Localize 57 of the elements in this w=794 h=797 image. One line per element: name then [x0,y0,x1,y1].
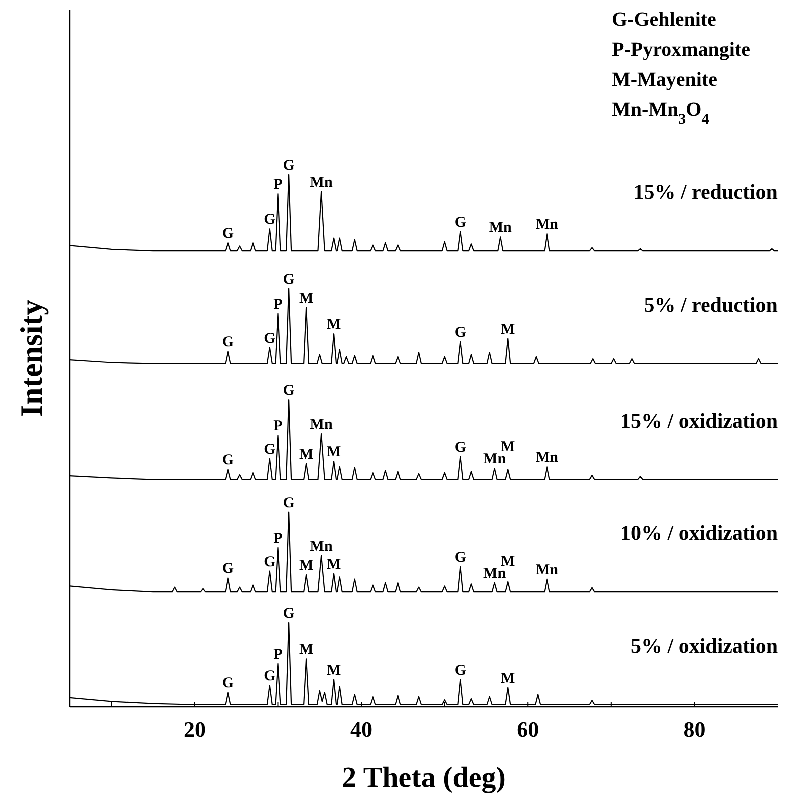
annotation: M [501,670,516,687]
annotation: G [264,668,276,685]
annotation: P [274,530,283,547]
annotation: G [222,561,234,578]
annotation: P [274,296,283,313]
annotation: G [222,676,234,692]
annotation: M [299,558,314,574]
annotation: G [264,212,276,228]
annotation: Mn [310,417,334,434]
annotation: P [274,177,283,194]
annotation: G [264,554,276,570]
text: 5% / reduction [644,292,778,317]
annotation: G [283,158,296,174]
annotation: M [299,446,314,463]
annotation: G [283,606,296,622]
x-tick-label: 40 [350,717,373,742]
text: P-Pyroxmangite [612,39,751,61]
annotation: M [326,317,342,334]
text: 5% / oxidization [630,634,778,658]
text: 10% / oxidization [620,521,778,546]
annotation: G [283,383,296,399]
annotation: G [222,334,234,351]
annotation: M [326,444,342,461]
annotation: P [274,418,283,435]
annotation: G [454,550,467,566]
annotation: Mn [310,174,334,191]
annotation: M [501,322,516,338]
annotation: G [264,330,276,347]
x-tick-label: 60 [517,717,540,742]
text: 15% / reduction [634,180,778,204]
text: G-Gehlenite [612,9,717,31]
annotation: Mn [489,220,513,236]
annotation: M [326,556,342,573]
annotation: Mn [310,538,334,555]
annotation: M [326,662,342,679]
annotation: G [283,272,296,288]
annotation: G [454,662,467,679]
text: Mn-Mn$_{3}$O$_{4}$ [612,99,710,128]
annotation: P [274,646,283,663]
annotation: G [222,226,234,242]
x-tick-label: 80 [684,717,706,742]
y-axis-title: Intensity [14,299,49,418]
annotation: Mn [536,562,560,578]
annotation: G [454,214,467,231]
annotation: G [454,325,467,342]
x-axis-title: 2 Theta (deg) [342,762,506,794]
text: M-Mayenite [612,69,718,91]
annotation: M [299,290,314,307]
annotation: G [222,452,234,469]
annotation: G [264,442,276,458]
annotation: G [454,440,467,456]
annotation: Mn [536,217,560,233]
x-tick-label: 20 [184,717,206,742]
text: 15% / oxidization [620,408,778,433]
annotation: G [283,495,296,512]
annotation: Mn [536,450,560,466]
annotation: M [299,642,314,658]
